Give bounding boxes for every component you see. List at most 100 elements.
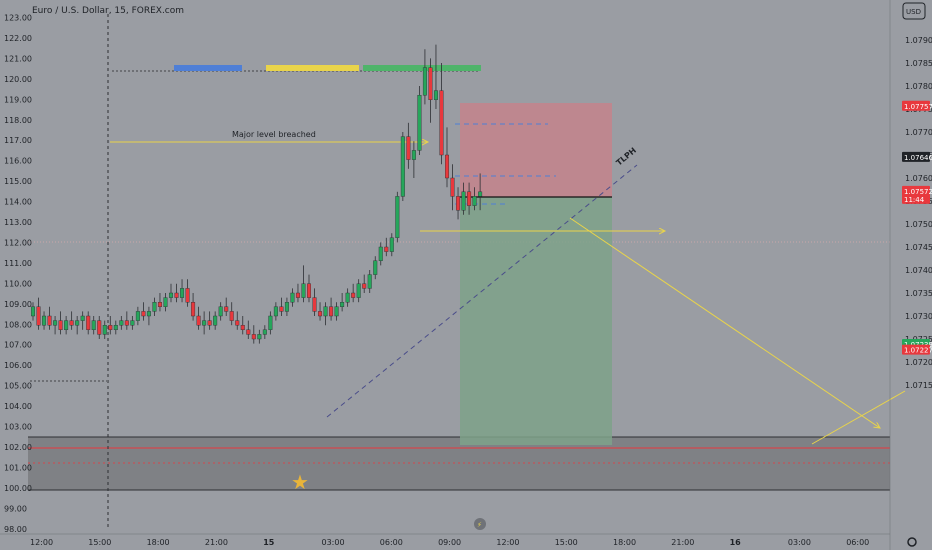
settings-gear-icon[interactable] <box>907 537 917 547</box>
candle-body <box>91 320 96 331</box>
left-axis-tick: 113.00 <box>4 218 32 227</box>
candle-body <box>268 315 273 331</box>
candle-body <box>389 237 394 252</box>
right-axis-tick: 1.07400 <box>905 266 932 275</box>
candle-body <box>97 320 102 335</box>
candle-body <box>445 154 450 179</box>
time-axis-tick: 03:00 <box>322 538 345 547</box>
candle-body <box>119 320 124 326</box>
candle-body <box>312 297 317 312</box>
candle-body <box>224 306 229 312</box>
left-axis-tick: 112.00 <box>4 238 32 247</box>
candle-body <box>135 311 140 321</box>
major-level-label: Major level breached <box>232 130 316 139</box>
candle-body <box>146 311 151 317</box>
candle-body <box>340 302 345 308</box>
candle-body <box>207 320 212 326</box>
left-axis-tick: 99.00 <box>4 504 27 513</box>
candle-body <box>86 315 91 331</box>
time-axis-tick: 15:00 <box>555 538 578 547</box>
candle-body <box>218 306 223 317</box>
candle-body <box>251 334 256 340</box>
price-badge <box>902 344 930 355</box>
projection-arrow-down[interactable] <box>569 217 880 428</box>
left-axis-tick: 121.00 <box>4 54 32 63</box>
candle-body <box>433 90 438 100</box>
candle-body <box>422 67 427 96</box>
candle-body <box>36 306 41 326</box>
candle-body <box>196 315 201 326</box>
chart-title: Euro / U.S. Dollar, 15, FOREX.com <box>32 6 184 16</box>
candle-body <box>174 292 179 298</box>
candle-body <box>157 302 162 308</box>
candle-body <box>345 292 350 303</box>
time-axis-tick: 21:00 <box>671 538 694 547</box>
right-axis-tick: 1.07300 <box>905 312 932 321</box>
price-badge <box>902 100 930 111</box>
candle-body <box>417 94 422 151</box>
time-axis-tick: 06:00 <box>846 538 869 547</box>
currency-button[interactable] <box>902 2 926 20</box>
candle-body <box>384 246 389 252</box>
candle-body <box>472 196 477 206</box>
star-icon: ★ <box>291 470 309 494</box>
left-axis-tick: 104.00 <box>4 402 32 411</box>
right-axis-tick: 1.07600 <box>905 174 932 183</box>
left-axis-tick: 109.00 <box>4 300 32 309</box>
candle-body <box>323 306 328 317</box>
right-axis-tick: 1.07200 <box>905 358 932 367</box>
left-axis-tick: 100.00 <box>4 484 32 493</box>
stop-loss-zone[interactable] <box>460 103 612 197</box>
right-axis-tick: 1.07450 <box>905 243 932 252</box>
candle-body <box>461 191 466 211</box>
left-axis-tick: 120.00 <box>4 75 32 84</box>
left-axis-tick: 110.00 <box>4 279 32 288</box>
right-axis-tick: 1.07700 <box>905 128 932 137</box>
candle-body <box>329 306 334 317</box>
candle-body <box>113 325 118 331</box>
time-axis-tick: 15 <box>263 538 275 547</box>
countdown-label: 11:44 <box>904 196 925 204</box>
right-axis-tick: 1.07850 <box>905 59 932 68</box>
time-axis[interactable]: 12:00 15:00 18:00 21:00 15 03:00 06:00 09:00 12:… <box>30 538 869 547</box>
time-axis-tick: 18:00 <box>613 538 636 547</box>
left-axis-tick: 105.00 <box>4 382 32 391</box>
left-price-axis[interactable]: 123.00 122.00 121.00 120.00 119.00 118.00 117.… <box>4 14 32 534</box>
time-axis-tick: 12:00 <box>496 538 519 547</box>
right-axis-tick: 1.07900 <box>905 36 932 45</box>
tlph-trendline[interactable] <box>326 164 638 418</box>
candle-body <box>191 302 196 317</box>
candle-body <box>152 302 157 312</box>
green-marker-bar <box>363 65 481 71</box>
left-axis-tick: 114.00 <box>4 198 32 207</box>
candle-body <box>307 283 312 298</box>
left-axis-tick: 101.00 <box>4 463 32 472</box>
candle-body <box>47 315 52 326</box>
left-axis-tick: 119.00 <box>4 95 32 104</box>
lightning-glyph: ⚡ <box>477 521 482 529</box>
currency-button-label: USD <box>906 8 921 16</box>
take-profit-zone[interactable] <box>460 197 612 445</box>
candle-body <box>367 274 372 289</box>
candle-body <box>240 325 245 331</box>
candle-body <box>279 306 284 312</box>
left-axis-tick: 115.00 <box>4 177 32 186</box>
candle-body <box>130 320 135 326</box>
price-badge-label: 1.07227 <box>904 347 932 355</box>
right-axis-tick: 1.07350 <box>905 289 932 298</box>
candle-body <box>180 288 185 298</box>
right-axis-tick: 1.07500 <box>905 220 932 229</box>
candle-body <box>406 136 411 160</box>
candles-group <box>31 44 483 344</box>
candle-body <box>58 320 63 331</box>
candle-body <box>246 329 251 335</box>
candle-body <box>273 306 278 317</box>
blue-marker-bar <box>174 65 242 71</box>
lightning-icon[interactable] <box>474 518 486 530</box>
candle-body <box>141 311 146 317</box>
left-axis-tick: 108.00 <box>4 320 32 329</box>
yellow-marker-bar <box>266 65 359 71</box>
candle-body <box>75 320 80 326</box>
price-badge-label: 1.07646 <box>904 154 932 162</box>
